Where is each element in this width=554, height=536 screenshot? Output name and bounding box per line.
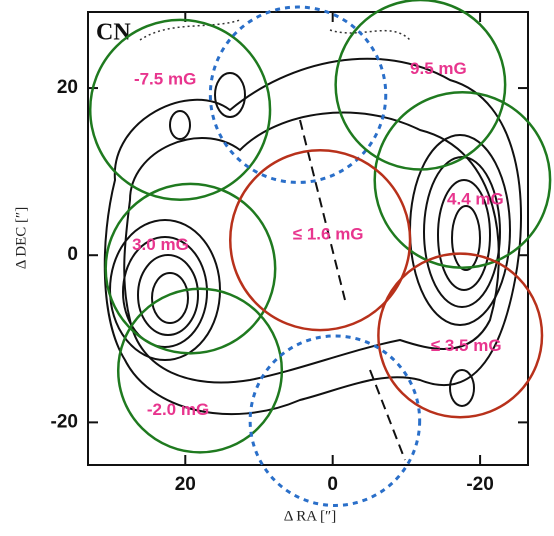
- y-tick-label: 0: [67, 244, 78, 265]
- field-label: ≤ 1.6 mG: [293, 225, 364, 244]
- field-label: 9.5 mG: [410, 59, 467, 78]
- x-tick-label: 20: [175, 474, 196, 495]
- y-axis-label: Δ DEC [″]: [13, 207, 29, 270]
- y-tick-label: 20: [57, 77, 78, 98]
- field-label: ≤ 3.5 mG: [431, 336, 502, 355]
- y-tick-label: -20: [51, 411, 78, 432]
- field-label: -7.5 mG: [134, 69, 196, 88]
- beam: [104, 182, 277, 355]
- beam: [228, 149, 412, 332]
- beam: [377, 252, 544, 419]
- field-label: 4.4 mG: [447, 189, 504, 208]
- field-label: -2.0 mG: [147, 400, 209, 419]
- x-tick-label: -20: [466, 474, 493, 495]
- x-axis-label: Δ RA [″]: [284, 508, 337, 524]
- panel-label: CN: [96, 20, 131, 46]
- beam: [116, 287, 284, 454]
- field-label: 3.0 mG: [132, 235, 189, 254]
- contours: [103, 19, 523, 461]
- plot-frame: [87, 11, 529, 466]
- dashed-beam: [248, 334, 422, 507]
- beam: [334, 0, 507, 171]
- beam: [373, 91, 552, 269]
- x-tick-label: 0: [327, 474, 338, 495]
- beam: [88, 18, 272, 201]
- dashed-beam: [208, 5, 388, 184]
